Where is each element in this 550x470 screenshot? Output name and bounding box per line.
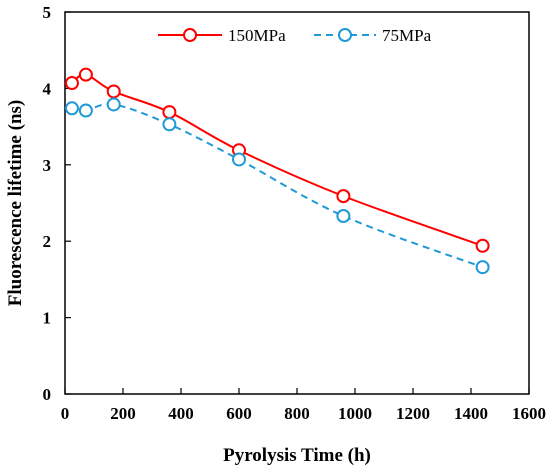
legend-label: 150MPa — [228, 26, 286, 45]
x-tick-label: 400 — [168, 404, 194, 423]
series-layer — [64, 67, 490, 275]
y-tick-label: 4 — [43, 79, 52, 98]
data-point — [106, 84, 121, 99]
y-tick-label: 5 — [43, 3, 52, 22]
series-75mpa — [64, 97, 490, 275]
x-tick-label: 1000 — [338, 404, 372, 423]
data-point — [162, 105, 177, 120]
x-tick-label: 0 — [61, 404, 70, 423]
y-tick-label: 1 — [43, 309, 52, 328]
y-tick-label: 3 — [43, 156, 52, 175]
legend-marker — [183, 28, 197, 42]
y-tick-label: 0 — [43, 385, 52, 404]
y-tick-label: 2 — [43, 232, 52, 251]
data-point — [78, 67, 93, 82]
data-point — [475, 260, 490, 275]
legend-item-75mpa: 75MPa — [314, 26, 432, 45]
data-point — [64, 76, 79, 91]
x-tick-label: 1400 — [454, 404, 488, 423]
x-tick-label: 600 — [226, 404, 252, 423]
data-point — [475, 238, 490, 253]
x-tick-label: 200 — [110, 404, 136, 423]
data-point — [336, 208, 351, 223]
x-axis-title: Pyrolysis Time (h) — [223, 445, 371, 466]
legend: 150MPa 75MPa — [158, 26, 432, 45]
data-point — [106, 97, 121, 112]
x-tick-label: 800 — [284, 404, 310, 423]
data-point — [64, 101, 79, 116]
data-point — [336, 189, 351, 204]
data-point — [162, 117, 177, 132]
data-point — [232, 152, 246, 167]
legend-marker — [338, 28, 352, 42]
axes: 0 200 400 600 800 1000 1200 1400 1600 0 1 2 3 4 5 — [43, 3, 547, 423]
legend-label: 75MPa — [382, 26, 432, 45]
data-point — [78, 103, 93, 118]
x-tick-label: 1200 — [396, 404, 430, 423]
x-tick-label: 1600 — [512, 404, 546, 423]
y-axis-title: Fluorescence lifetime (ns) — [5, 100, 26, 306]
legend-item-150mpa: 150MPa — [158, 26, 286, 45]
